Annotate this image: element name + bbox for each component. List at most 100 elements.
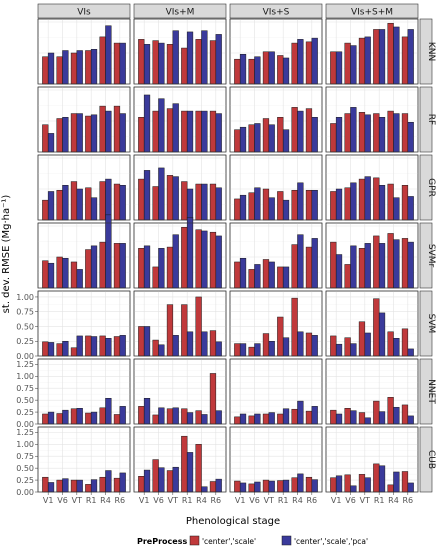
bar-svmr-vis-m-r6-s2 — [215, 235, 222, 289]
bar-knn-vis-m-v6-s2 — [158, 42, 165, 85]
bar-svm-vis-r4-s2 — [105, 338, 112, 357]
bar-nnet-vis-s-m-r6-s2 — [407, 415, 414, 425]
bar-gpr-vis-v1-s2 — [47, 191, 55, 221]
legend-swatch-2 — [281, 535, 292, 546]
bar-svm-vis-v6-s1 — [56, 343, 63, 357]
bar-knn-vis-s-m-vt-s2 — [364, 36, 371, 85]
strip-label-rf: RF — [426, 114, 436, 125]
bar-rf-vis-s-r4-s1 — [291, 107, 298, 153]
bar-svmr-vis-r4-s1 — [99, 241, 106, 289]
panel-gpr-vis-m — [133, 154, 227, 221]
bar-rf-vis-m-r4-s1 — [195, 110, 202, 153]
x-tick-label-vt: VT — [360, 496, 370, 505]
bar-nnet-vis-s-m-r1-s2 — [378, 411, 386, 425]
bar-knn-vis-s-v6-s2 — [254, 56, 261, 85]
bar-svm-vis-s-r4-s2 — [297, 331, 304, 357]
bar-nnet-vis-s-r1-s1 — [277, 413, 284, 425]
bar-svmr-vis-s-vt-s1 — [262, 259, 270, 289]
panel-svmr-vis-s — [229, 222, 323, 289]
bar-knn-vis-s-m-v1-s1 — [330, 51, 337, 85]
bar-cub-vis-s-m-vt-s1 — [358, 474, 366, 493]
strip-label-knn: KNN — [426, 42, 436, 61]
bar-knn-vis-m-r4-s1 — [195, 39, 202, 85]
bar-cub-vis-s-m-r6-s1 — [401, 471, 409, 493]
bar-nnet-vis-s-vt-s2 — [268, 412, 275, 425]
bar-svm-vis-s-m-r6-s2 — [407, 348, 414, 357]
bar-rf-vis-m-v1-s1 — [138, 117, 145, 153]
bar-svm-vis-r6-s2 — [119, 335, 126, 357]
bar-cub-vis-s-v6-s1 — [248, 483, 255, 493]
bar-svm-vis-m-vt-s2 — [172, 335, 179, 357]
panel-border — [229, 358, 323, 425]
bar-nnet-vis-s-m-r1-s1 — [373, 400, 380, 425]
bar-svm-vis-s-r1-s2 — [282, 337, 290, 357]
y-tick-label: 0.50 — [16, 322, 34, 331]
bar-nnet-vis-m-v6-s2 — [158, 407, 165, 425]
bar-knn-vis-r4-s2 — [105, 25, 112, 85]
bar-svm-vis-r4-s1 — [99, 335, 106, 357]
strip-label-svm: SVM — [426, 314, 436, 334]
bar-nnet-vis-s-r4-s1 — [291, 408, 298, 425]
bar-svmr-vis-s-v6-s2 — [254, 264, 261, 289]
y-tick-label: 1.00 — [16, 372, 34, 381]
bar-cub-vis-r6-s1 — [113, 477, 121, 493]
bar-nnet-vis-m-v6-s1 — [152, 414, 159, 425]
bar-svm-vis-s-vt-s1 — [262, 333, 270, 357]
bar-cub-vis-s-v6-s2 — [254, 481, 261, 493]
bar-svmr-vis-s-m-v1-s2 — [335, 254, 343, 289]
panel-rf-vis — [37, 86, 131, 153]
y-tick-label: 0.00 — [16, 420, 34, 429]
bar-svm-vis-m-r4-s2 — [201, 331, 208, 357]
y-tick-label: 0.25 — [16, 337, 34, 346]
strip-label-vis-m: VIs+M — [166, 8, 195, 18]
bar-knn-vis-s-r6-s2 — [311, 37, 318, 85]
bar-gpr-vis-s-v1-s2 — [239, 194, 247, 221]
bar-svmr-vis-m-v6-s2 — [158, 248, 165, 289]
bar-cub-vis-s-r1-s1 — [277, 480, 284, 493]
panel-border — [133, 222, 227, 289]
bar-cub-vis-s-r6-s2 — [311, 479, 318, 493]
bar-svmr-vis-s-r4-s1 — [291, 244, 298, 289]
bar-knn-vis-s-v1-s2 — [239, 53, 247, 85]
panel-svm-vis-s — [229, 290, 323, 357]
bar-cub-vis-m-r1-s2 — [186, 452, 194, 493]
strip-knn — [419, 18, 433, 85]
bar-cub-vis-r1-s2 — [90, 479, 98, 493]
x-tick-label-r6: R6 — [403, 496, 414, 505]
bar-knn-vis-s-r6-s1 — [305, 41, 313, 85]
bar-gpr-vis-s-v1-s1 — [234, 198, 241, 221]
bar-svm-vis-v1-s1 — [42, 341, 49, 357]
bar-svm-vis-s-m-r4-s2 — [393, 338, 400, 357]
bar-knn-vis-m-v1-s2 — [143, 44, 151, 85]
bar-nnet-vis-m-v1-s1 — [138, 406, 145, 425]
bar-svm-vis-s-r6-s1 — [305, 332, 313, 357]
bar-gpr-vis-s-m-r1-s2 — [378, 185, 386, 221]
bar-knn-vis-m-vt-s2 — [172, 30, 179, 85]
bar-rf-vis-r4-s2 — [105, 110, 112, 153]
bar-svmr-vis-s-r4-s2 — [297, 234, 304, 289]
bar-knn-vis-r1-s1 — [85, 50, 92, 85]
bar-rf-vis-v1-s2 — [47, 133, 55, 153]
strip-svmr — [419, 222, 433, 289]
bar-rf-vis-m-r6-s1 — [209, 110, 217, 153]
bar-cub-vis-v1-s2 — [47, 482, 55, 493]
bar-rf-vis-s-vt-s2 — [268, 124, 275, 153]
bar-gpr-vis-m-v1-s2 — [143, 170, 151, 221]
panel-border — [133, 86, 227, 153]
bar-gpr-vis-s-m-v1-s2 — [335, 188, 343, 221]
strip-label-cub: CUB — [426, 450, 436, 469]
panel-svm-vis-m — [133, 290, 227, 357]
bar-svm-vis-s-v1-s1 — [234, 343, 241, 357]
bar-cub-vis-r1-s1 — [85, 484, 92, 493]
x-tick-label-r6: R6 — [307, 496, 318, 505]
strip-vis-s-m — [325, 3, 419, 19]
panel-gpr-vis-s — [229, 154, 323, 221]
bar-nnet-vis-s-v6-s1 — [248, 415, 255, 425]
bar-svmr-vis-r6-s2 — [119, 243, 126, 289]
bar-rf-vis-m-r1-s1 — [181, 110, 188, 153]
bar-cub-vis-s-m-vt-s2 — [364, 477, 371, 493]
bar-rf-vis-s-m-v1-s2 — [335, 117, 343, 153]
bar-svm-vis-m-r6-s1 — [209, 330, 217, 357]
bar-knn-vis-r4-s1 — [99, 36, 106, 85]
